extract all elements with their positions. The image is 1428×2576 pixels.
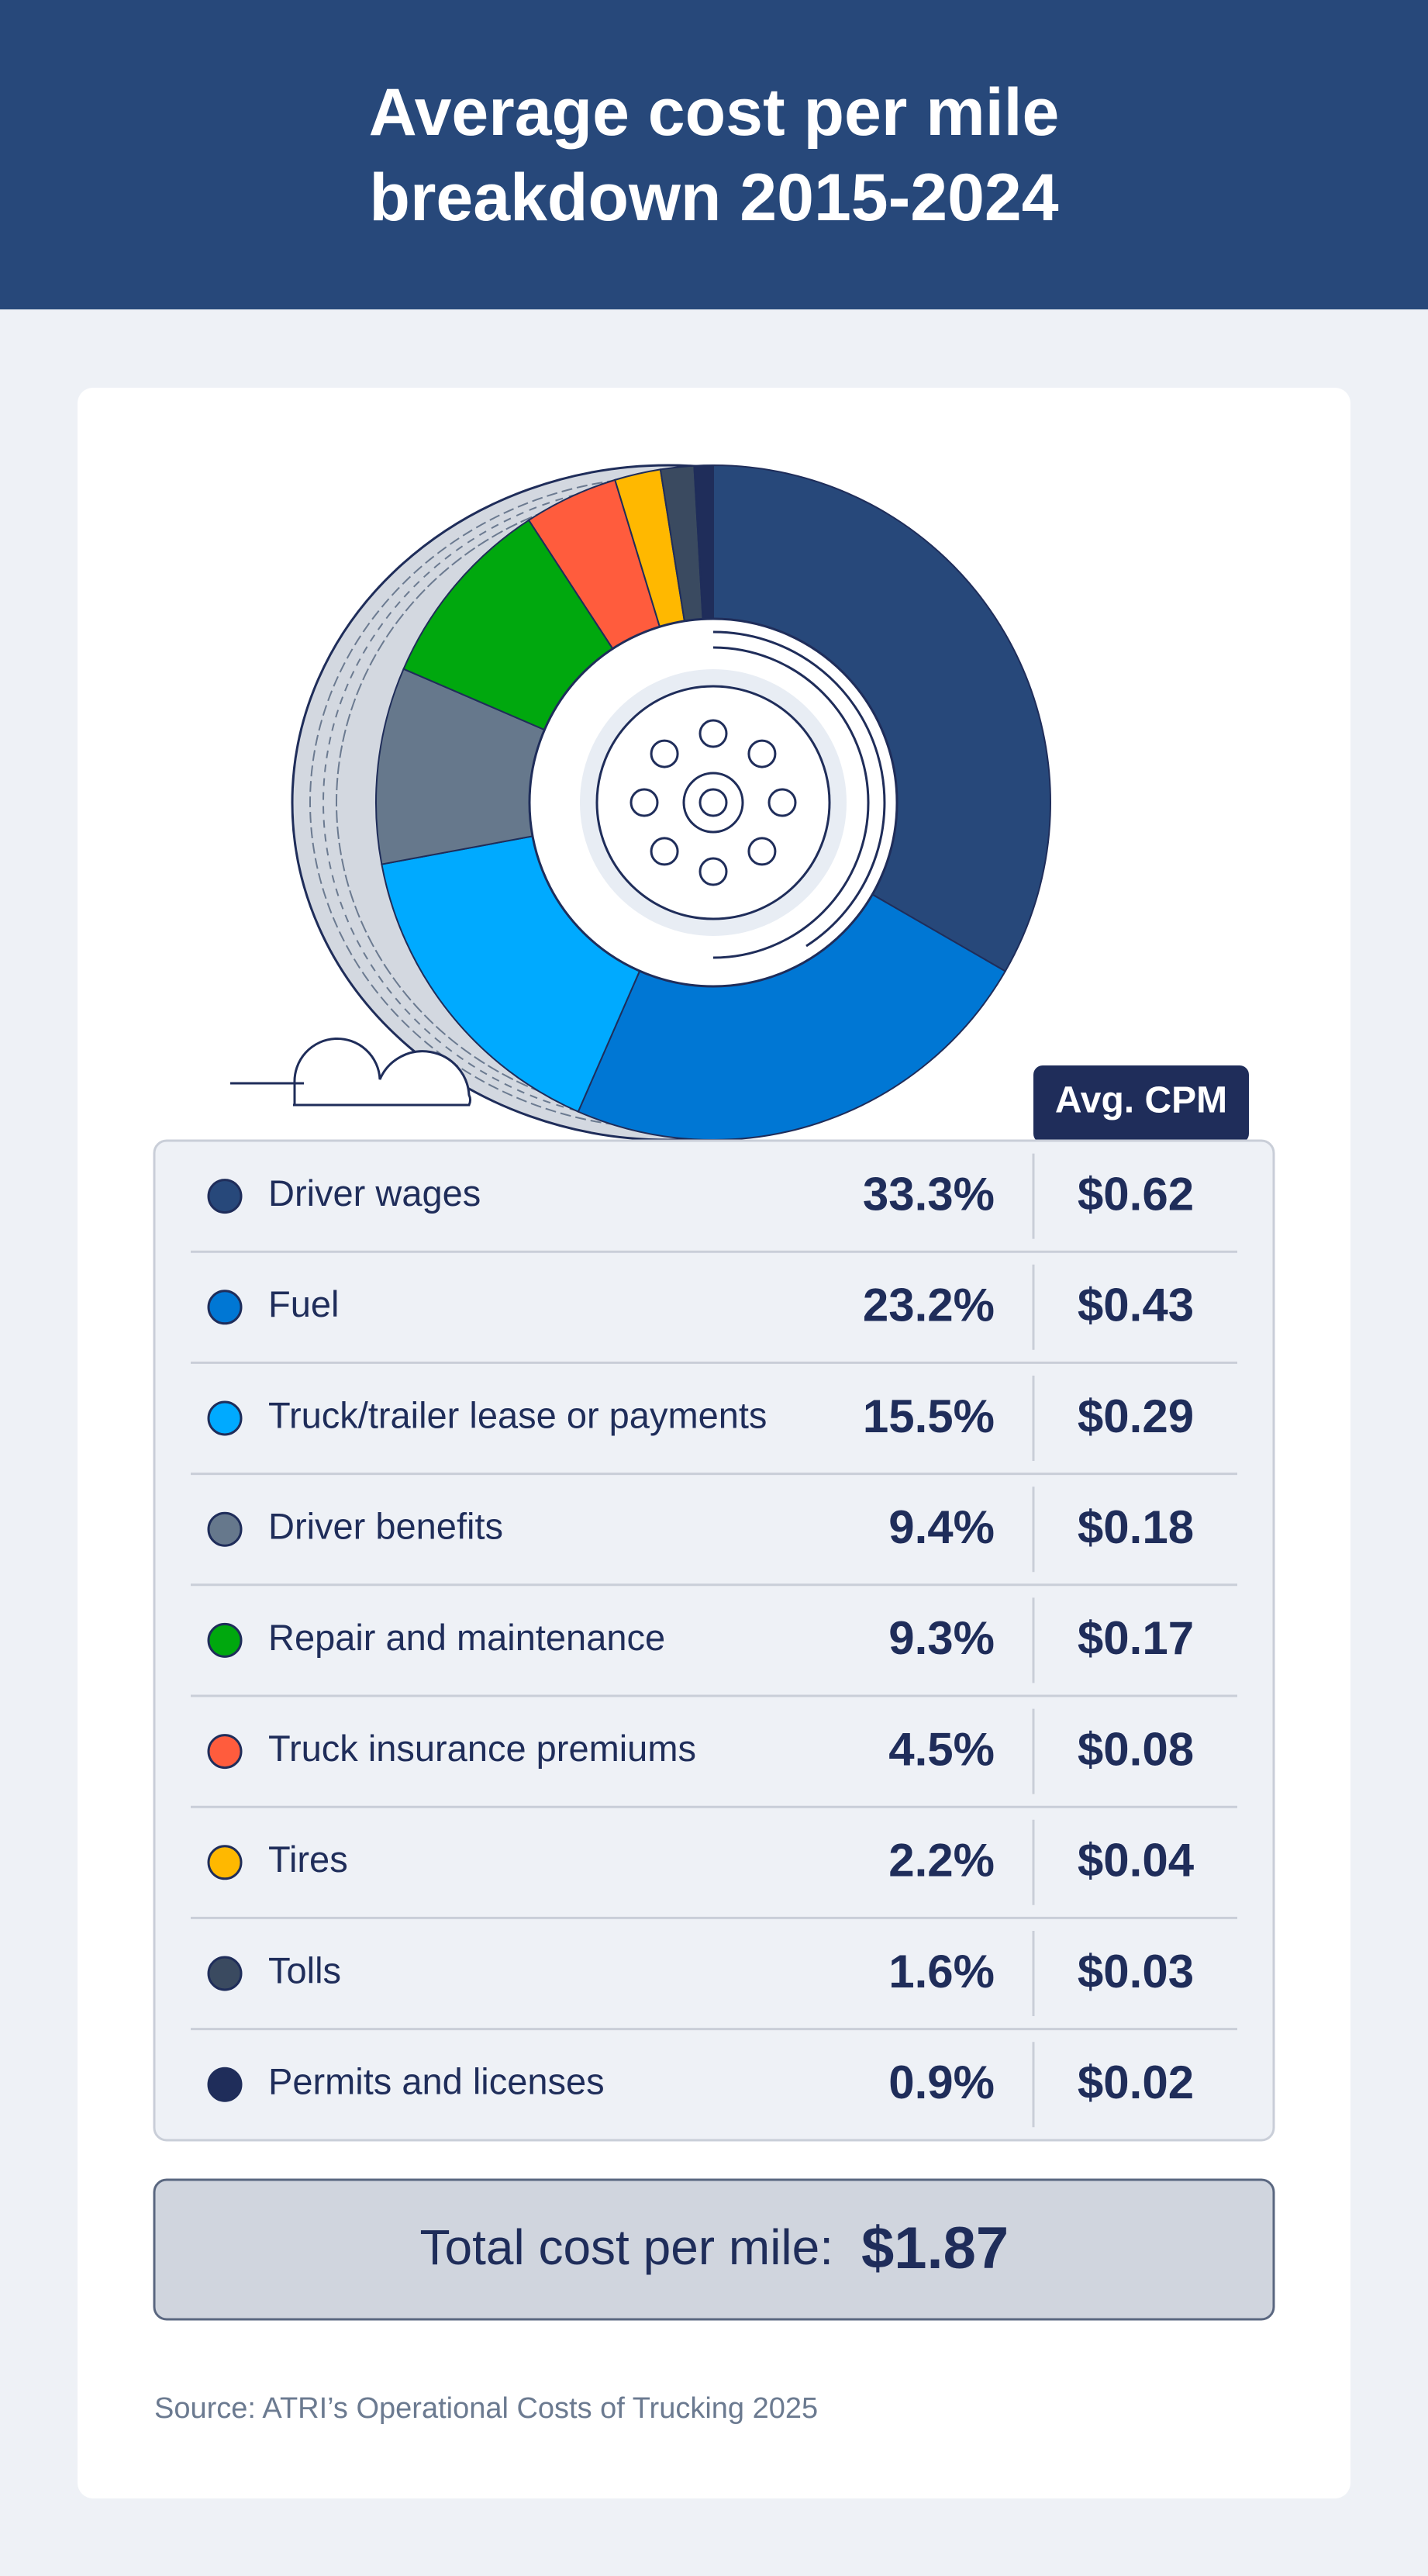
percent-label: 4.5% xyxy=(888,1723,995,1775)
bolt xyxy=(698,719,728,748)
legend-label: Tolls xyxy=(268,1949,341,1991)
legend-dot xyxy=(207,1956,243,1991)
cpm-value: $0.43 xyxy=(1078,1279,1194,1331)
source: Source: ATRI’s Operational Costs of Truc… xyxy=(154,2392,818,2425)
cpm-value: $0.02 xyxy=(1078,2056,1194,2108)
legend-label: Truck insurance premiums xyxy=(268,1728,696,1769)
percent-label: 0.9% xyxy=(888,2056,995,2108)
percent-label: 33.3% xyxy=(863,1168,995,1220)
percent-label: 23.2% xyxy=(863,1279,995,1331)
legend-dot xyxy=(207,1734,243,1770)
bolt xyxy=(650,739,679,768)
bolt xyxy=(747,837,777,866)
legend-label: Fuel xyxy=(268,1283,339,1324)
cpm-value: $0.08 xyxy=(1078,1723,1194,1775)
legend-dot xyxy=(207,1290,243,1325)
percent-label: 9.3% xyxy=(888,1612,995,1664)
bolt xyxy=(629,788,659,817)
legend-dot xyxy=(207,1622,243,1658)
legend-label: Tires xyxy=(268,1839,348,1880)
legend-dot xyxy=(207,1400,243,1436)
cpm-value: $0.29 xyxy=(1078,1390,1194,1442)
cpm-value: $0.62 xyxy=(1078,1168,1194,1220)
legend-label: Driver benefits xyxy=(268,1506,503,1547)
cpm-value: $0.17 xyxy=(1078,1612,1194,1664)
cpm-value: $0.03 xyxy=(1078,1946,1194,1998)
legend-dot xyxy=(207,1511,243,1547)
legend-label: Driver wages xyxy=(268,1172,481,1214)
percent-label: 15.5% xyxy=(863,1390,995,1442)
bolt xyxy=(650,837,679,866)
cpm-header: Avg. CPM xyxy=(1055,1080,1227,1121)
header: Average cost per mile breakdown 2015-202… xyxy=(0,0,1428,309)
chart-title: Average cost per mile breakdown 2015-202… xyxy=(368,74,1060,235)
wheel-hub xyxy=(528,617,899,988)
clouds xyxy=(230,1038,471,1107)
bolt xyxy=(767,788,797,817)
percent-label: 2.2% xyxy=(888,1835,995,1887)
legend-table xyxy=(153,1139,1275,2142)
bolt xyxy=(698,857,728,886)
percent-label: 1.6% xyxy=(888,1946,995,1998)
total-label: Total cost per mile: xyxy=(419,2219,833,2275)
cpm-tab xyxy=(1033,1065,1249,1143)
total-value: $1.87 xyxy=(861,2215,1009,2281)
percent-label: 9.4% xyxy=(888,1501,995,1553)
bolt xyxy=(747,739,777,768)
legend-label: Truck/trailer lease or payments xyxy=(268,1394,767,1435)
cpm-value: $0.04 xyxy=(1078,1835,1195,1887)
legend-label: Permits and licenses xyxy=(268,2061,605,2102)
legend-label: Repair and maintenance xyxy=(268,1617,665,1658)
total-box xyxy=(153,2178,1275,2321)
cpm-value: $0.18 xyxy=(1078,1501,1194,1553)
legend-dot xyxy=(207,1179,243,1214)
legend-dot xyxy=(207,1845,243,1880)
legend-dot xyxy=(207,2067,243,2102)
